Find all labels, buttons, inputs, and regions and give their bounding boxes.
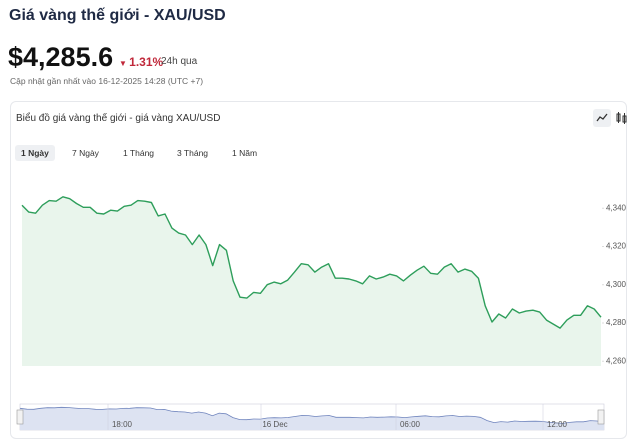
y-tick-label: 4,300 [606,280,627,289]
y-tick-label: 4,280 [606,318,627,327]
navigator-label: 16 Dec [262,420,287,429]
navigator-label: 18:00 [112,420,133,429]
price: $4,285.6 [8,42,114,72]
range-tab[interactable]: 1 Năm [232,148,258,158]
price-line [21,196,602,329]
change-value: 1.31% [129,55,164,69]
navigator-handle[interactable] [16,409,24,425]
update-time: Cập nhật gần nhất vào 16-12-2025 14:28 (… [10,76,204,86]
navigator-area [20,407,604,430]
navigator-label: 12:00 [547,420,568,429]
price-change: ▼ 1.31% [119,55,163,69]
navigator-handle[interactable] [597,409,605,425]
change-period: 24h qua [161,56,198,67]
navigator-label: 06:00 [400,420,421,429]
page-title: Giá vàng thế giới - XAU/USD [9,7,226,24]
card-title: Biểu đồ giá vàng thế giới - giá vàng XAU… [16,113,221,124]
y-tick-label: 4,260 [606,356,627,365]
area-fill [22,196,601,366]
candle-chart-button[interactable] [613,109,631,127]
range-tab[interactable]: 1 Tháng [123,148,155,158]
y-tick-label: 4,340 [606,203,627,212]
down-arrow: ▼ [119,59,130,68]
chart-card [10,101,627,439]
line-chart-button[interactable] [593,109,611,127]
navigator-line [19,406,605,424]
line-icon [596,113,608,122]
candle-icon [616,112,627,124]
range-tab[interactable]: 7 Ngày [72,148,99,158]
range-tab[interactable]: 1 Ngày [15,145,55,161]
y-tick-label: 4,320 [606,242,627,251]
range-tab[interactable]: 3 Tháng [177,148,209,158]
